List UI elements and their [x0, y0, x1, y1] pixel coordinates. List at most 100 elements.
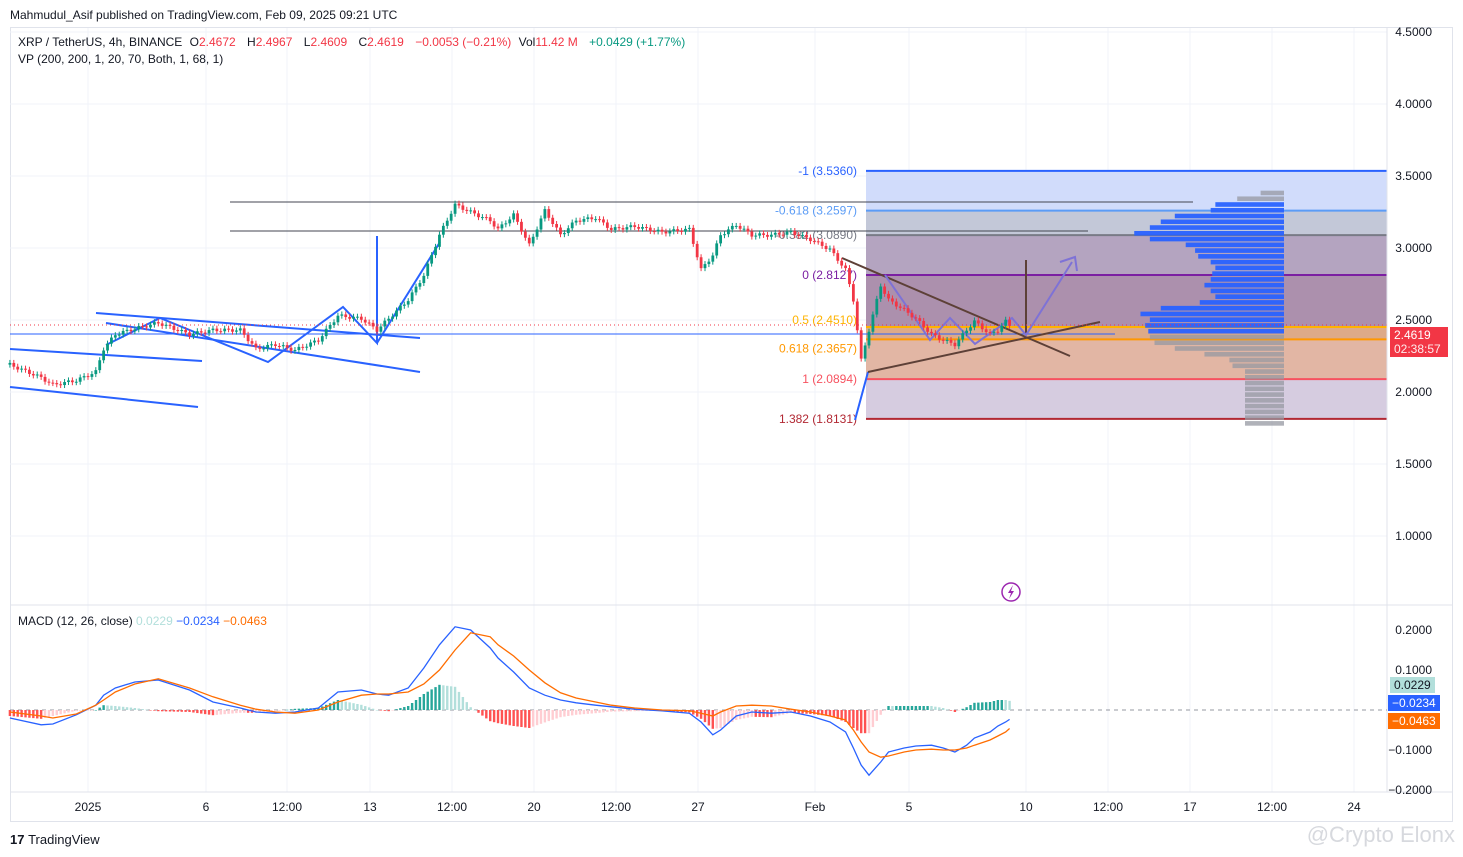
- macd-histogram-bar: [172, 710, 176, 712]
- candle-body: [937, 335, 941, 340]
- macd-histogram-bar: [51, 710, 55, 716]
- volume-profile-bar: [1185, 242, 1284, 248]
- projection-path[interactable]: [884, 261, 1073, 346]
- candle-body: [875, 298, 879, 315]
- candle-body: [418, 283, 422, 287]
- macd-histogram-bar: [125, 707, 129, 710]
- symbol-legend[interactable]: XRP / TetherUS, 4h, BINANCE O2.4672 H2.4…: [18, 35, 689, 49]
- candle-body: [621, 228, 625, 230]
- time-tick: 20: [527, 800, 541, 814]
- candle-body: [477, 213, 480, 218]
- wave-path[interactable]: [376, 241, 441, 344]
- macd-histogram-bar: [407, 706, 410, 710]
- macd-histogram-bar: [934, 706, 937, 710]
- candle-body: [598, 219, 601, 221]
- candle-body: [395, 310, 398, 317]
- impulse-line[interactable]: [854, 371, 869, 421]
- macd-histogram-bar: [856, 710, 859, 731]
- macd-histogram-bar: [285, 709, 289, 711]
- macd-histogram-bar: [184, 710, 187, 712]
- candle-body: [309, 342, 312, 347]
- macd-histogram-bar: [703, 710, 707, 723]
- candle-body: [633, 225, 637, 228]
- macd-histogram-bar: [137, 708, 140, 710]
- candle-body: [605, 222, 609, 228]
- macd-histogram-bar: [957, 710, 961, 711]
- macd-histogram-bar: [992, 701, 996, 710]
- macd-histogram-bar: [485, 710, 488, 719]
- candle-body: [215, 328, 219, 332]
- candle-body: [434, 246, 437, 256]
- macd-histogram-bar: [762, 710, 765, 718]
- candle-body: [387, 318, 391, 321]
- macd-histogram-bar: [231, 710, 234, 714]
- candle-body: [82, 376, 86, 378]
- time-tick: 12:00: [437, 800, 467, 814]
- candle-body: [1008, 319, 1011, 326]
- channel-line[interactable]: [9, 386, 199, 408]
- triangle-upper[interactable]: [841, 257, 1071, 357]
- macd-histogram-bar: [582, 710, 586, 715]
- high-value: H2.4967: [247, 35, 293, 49]
- candle-body: [461, 205, 465, 210]
- candle-body: [316, 340, 320, 342]
- price-tick: 1.0000: [1395, 529, 1432, 543]
- time-tick: 12:00: [601, 800, 631, 814]
- volume-profile-bar: [1245, 409, 1284, 415]
- candle-body: [141, 326, 145, 328]
- wave-path[interactable]: [105, 236, 378, 364]
- macd-histogram-bar: [977, 702, 980, 710]
- macd-histogram-bar: [430, 689, 433, 710]
- candle-body: [527, 237, 531, 244]
- macd-histogram-bar: [305, 708, 308, 710]
- candle-body: [918, 318, 922, 321]
- candle-body: [898, 306, 902, 308]
- triangle-lower[interactable]: [867, 321, 1101, 373]
- channel-line[interactable]: [9, 348, 203, 362]
- hist-badge: 0.0229: [1390, 677, 1435, 693]
- candle-body: [340, 314, 344, 316]
- candle-body: [238, 328, 242, 331]
- macd-value: −0.0234: [176, 614, 220, 628]
- macd-histogram-bar: [719, 710, 722, 728]
- macd-histogram-bar: [75, 710, 78, 711]
- macd-histogram-bar: [887, 706, 890, 710]
- candle-body: [98, 360, 102, 371]
- candle-body: [270, 344, 273, 346]
- candle-body: [488, 217, 492, 222]
- macd-histogram-bar: [387, 710, 390, 712]
- macd-histogram-bar: [160, 710, 164, 712]
- vp-indicator-legend[interactable]: VP (200, 200, 1, 20, 70, Both, 1, 68, 1): [18, 52, 224, 66]
- macd-histogram-bar: [243, 710, 246, 713]
- candle-body: [984, 329, 988, 333]
- candle-body: [602, 219, 605, 223]
- candle-body: [625, 227, 629, 230]
- macd-histogram-bar: [824, 710, 828, 716]
- tradingview-logo[interactable]: 17 TradingView: [10, 832, 100, 847]
- candle-body: [973, 320, 976, 328]
- volume-profile-bar: [1245, 398, 1284, 403]
- candle-body: [24, 368, 27, 370]
- macd-histogram-bar: [906, 706, 910, 710]
- macd-histogram-bar: [246, 710, 250, 713]
- candle-body: [465, 209, 469, 211]
- volume-profile-bar: [1149, 317, 1284, 322]
- macd-tick: −0.1000: [1388, 743, 1432, 757]
- macd-histogram: [8, 684, 1011, 734]
- signal-badge: −0.0463: [1388, 713, 1440, 729]
- macd-histogram-bar: [610, 710, 613, 712]
- channel-line[interactable]: [105, 322, 421, 373]
- candle-body: [344, 314, 348, 318]
- macd-histogram-bar: [945, 709, 949, 710]
- macd-histogram-bar: [418, 697, 422, 710]
- macd-histogram-bar: [594, 710, 597, 714]
- macd-histogram-bar: [914, 706, 918, 710]
- candle-body: [773, 232, 777, 235]
- macd-histogram-bar: [227, 710, 230, 714]
- macd-histogram-bar: [571, 710, 574, 716]
- candle-body: [996, 331, 1000, 333]
- candle-body: [67, 380, 70, 383]
- candle-body: [195, 331, 199, 334]
- macd-legend[interactable]: MACD (12, 26, close) 0.0229 −0.0234 −0.0…: [18, 614, 267, 628]
